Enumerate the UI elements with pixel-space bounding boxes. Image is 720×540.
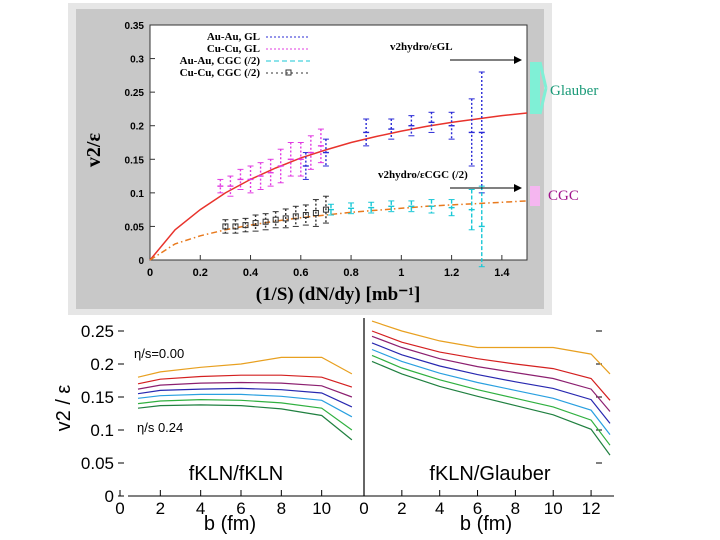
bottom-y-tick-label: 0.15 <box>81 388 114 407</box>
bottom-left-x-tick-label: 8 <box>277 499 286 518</box>
top-x-tick-label: 1.2 <box>444 267 459 279</box>
bottom-left-x-tick-label: 2 <box>156 499 165 518</box>
left-curve-7 <box>137 404 353 441</box>
data-point-cu-cgc <box>262 218 269 225</box>
data-point-cu-cgc <box>252 220 259 227</box>
bracket-glauber-edge-top <box>538 61 548 89</box>
left-curve-6 <box>137 398 353 431</box>
top-panel: 0 0.2 0.4 0.6 0.8 1 1.2 1.4 0 0.05 0.1 0.15 0.2 0.25 0… <box>68 3 598 315</box>
legend-marker-cu-cgc <box>285 69 292 76</box>
top-y-tick-label: 0.1 <box>130 189 144 200</box>
top-y-tick-label: 0 <box>138 256 144 267</box>
bottom-right-x-tick-label: 12 <box>582 499 601 518</box>
data-point-cu-cgc <box>312 210 319 216</box>
top-y-axis-label: v2/ε <box>83 132 105 167</box>
bottom-y-tick-label: 0 <box>105 487 114 506</box>
legend-label-cu-gl: Cu-Cu, GL <box>207 43 260 55</box>
fit-curve-cgc <box>149 200 528 261</box>
eta-top-label: η/s=0.00 <box>134 346 184 361</box>
top-data-points <box>217 71 485 268</box>
top-y-tick-label: 0.3 <box>130 55 144 66</box>
right-curve-3 <box>371 335 611 412</box>
bottom-y-tick-label: 0.25 <box>81 322 114 341</box>
legend-label-au-cgc: Au-Au, CGC (/2) <box>180 55 261 67</box>
bottom-y-tick-label: 0.2 <box>90 355 114 374</box>
right-curve-5 <box>371 348 611 435</box>
top-plot-area <box>149 24 528 261</box>
bracket-glauber-fill <box>530 62 540 114</box>
bottom-left-x-tick-label: 6 <box>236 499 245 518</box>
bottom-left-title: fKLN/fKLN <box>189 463 283 485</box>
data-point-cu-cgc <box>292 213 299 220</box>
data-point-cu-cgc <box>272 216 279 223</box>
glauber-label: Glauber <box>550 83 598 99</box>
data-point-cu-cgc <box>322 206 329 213</box>
left-curve-4 <box>137 387 353 408</box>
bracket-glauber-edge-bottom <box>538 87 548 115</box>
bottom-right-x-tick-label: 2 <box>397 499 406 518</box>
bottom-right-x-tick-label: 6 <box>473 499 482 518</box>
annotation-gl: v2hydro/εGL <box>390 41 453 53</box>
top-axis-ticks: 0 0.2 0.4 0.6 0.8 1 1.2 1.4 0 0.05 0.1 0.15 0.2 0.25 0… <box>125 21 511 279</box>
bottom-right-title: fKLN/Glauber <box>429 463 551 485</box>
top-y-tick-label: 0.05 <box>125 222 145 233</box>
legend-label-cu-cgc: Cu-Cu, CGC (/2) <box>180 67 261 79</box>
right-curve-7 <box>371 360 611 456</box>
bottom-right-x-tick-label: 4 <box>435 499 444 518</box>
left-curve-5 <box>137 393 353 418</box>
legend-label-au-gl: Au-Au, GL <box>207 31 260 43</box>
annotation-cgc: v2hydro/εCGC (/2) <box>378 169 468 181</box>
bottom-left-x-axis-label: b (fm) <box>204 513 256 535</box>
bottom-left-x-tick-label: 10 <box>312 499 331 518</box>
eta-bottom-label: η/s 0.24 <box>137 420 183 435</box>
top-x-tick-label: 0.8 <box>343 267 358 279</box>
bottom-left-curves <box>137 356 353 441</box>
cgc-label: CGC <box>548 188 579 204</box>
top-y-tick-label: 0.2 <box>130 122 144 133</box>
top-x-tick-label: 0 <box>147 267 153 279</box>
top-x-tick-label: 0.6 <box>293 267 308 279</box>
data-point-cu-cgc <box>302 212 309 219</box>
bracket-cgc <box>530 186 540 206</box>
top-x-tick-label: 0.4 <box>243 267 259 279</box>
bottom-right-curves <box>371 320 611 456</box>
right-curve-6 <box>371 354 611 446</box>
top-y-tick-label: 0.35 <box>125 21 145 32</box>
bottom-left-x-tick-label: 0 <box>359 499 368 518</box>
top-y-tick-label: 0.15 <box>125 155 145 166</box>
top-x-tick-label: 1.4 <box>494 267 510 279</box>
top-y-tick-label: 0.25 <box>125 88 145 99</box>
arrow-gl-head <box>514 56 522 64</box>
bottom-axis-ticks: 0 0.05 0.1 0.15 0.2 0.25 0 2 4 6 8 10 0 2 4 6 8 10 12 <box>81 322 602 518</box>
right-curve-4 <box>371 342 611 424</box>
bottom-y-tick-label: 0.1 <box>90 421 114 440</box>
data-point-cu-cgc <box>282 215 289 222</box>
bottom-left-x-tick-label: 4 <box>196 499 205 518</box>
top-legend: Au-Au, GL Cu-Cu, GL Au-Au, CGC (/2) Cu-C… <box>180 31 310 79</box>
data-point-cu-cgc <box>222 223 229 230</box>
top-x-tick-label: 1 <box>398 267 404 279</box>
top-x-tick-label: 0.2 <box>193 267 208 279</box>
bottom-y-axis-label: v2 / ε <box>53 385 75 432</box>
bottom-left-x-tick-label: 0 <box>115 499 124 518</box>
right-curve-1 <box>371 320 611 375</box>
bottom-right-x-axis-label: b (fm) <box>460 513 512 535</box>
left-curve-1 <box>137 356 353 378</box>
bottom-right-x-tick-label: 8 <box>511 499 520 518</box>
fit-curve-gl <box>149 112 528 261</box>
bottom-panel: 0 0.05 0.1 0.15 0.2 0.25 0 2 4 6 8 10 0 2 4 6 8 10 12 v2 /… <box>53 318 614 535</box>
right-curve-2 <box>371 330 611 401</box>
arrow-cgc-head <box>514 184 522 192</box>
left-curve-2 <box>137 374 353 388</box>
top-fit-curves <box>149 112 528 261</box>
left-curve-3 <box>137 381 353 398</box>
bracket-glauber <box>530 61 548 115</box>
bottom-right-x-tick-label: 10 <box>544 499 563 518</box>
data-point-cu-cgc <box>242 222 249 229</box>
top-x-axis-label: (1/S) (dN/dy) [mb⁻¹] <box>256 284 421 305</box>
data-point-cu-cgc <box>232 223 239 230</box>
bottom-y-tick-label: 0.05 <box>81 454 114 473</box>
